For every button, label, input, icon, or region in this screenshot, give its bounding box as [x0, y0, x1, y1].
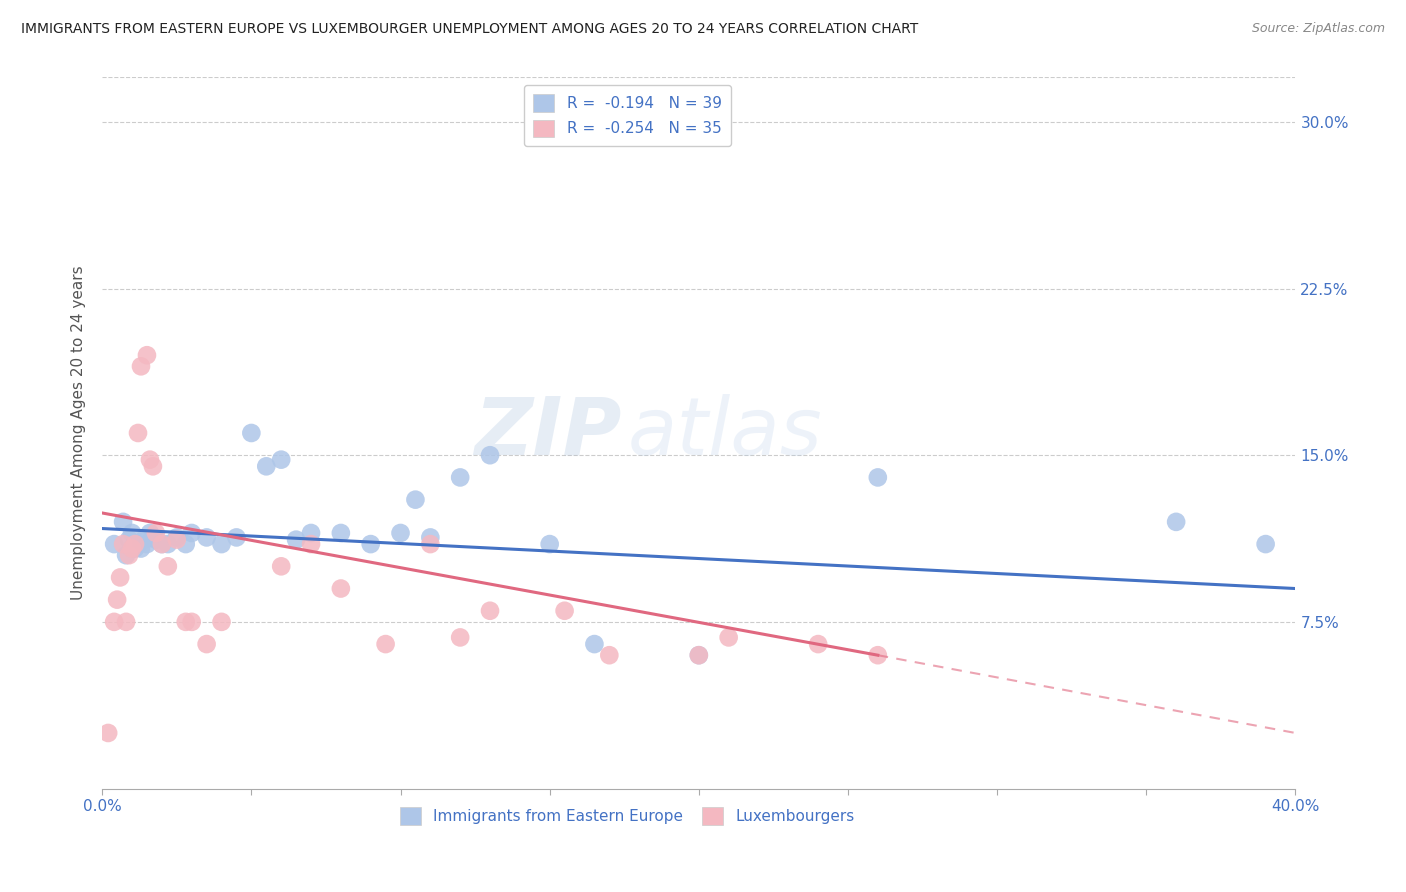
Point: [166, 533, 188, 547]
Point: [299, 526, 322, 541]
Point: [124, 541, 146, 556]
Point: [180, 615, 202, 629]
Point: [115, 548, 138, 562]
Point: [598, 648, 620, 663]
Point: [270, 452, 292, 467]
Point: [127, 537, 149, 551]
Point: [174, 537, 197, 551]
Point: [374, 637, 396, 651]
Point: [866, 648, 889, 663]
Point: [180, 526, 202, 541]
Point: [129, 359, 152, 374]
Point: [419, 530, 441, 544]
Point: [118, 548, 141, 562]
Point: [108, 570, 131, 584]
Point: [329, 526, 352, 541]
Text: atlas: atlas: [627, 394, 823, 472]
Point: [389, 526, 412, 541]
Point: [112, 537, 135, 551]
Point: [270, 559, 292, 574]
Point: [211, 537, 233, 551]
Point: [156, 537, 179, 551]
Text: IMMIGRANTS FROM EASTERN EUROPE VS LUXEMBOURGER UNEMPLOYMENT AMONG AGES 20 TO 24 : IMMIGRANTS FROM EASTERN EUROPE VS LUXEMB…: [21, 22, 918, 37]
Point: [195, 637, 218, 651]
Point: [150, 537, 173, 551]
Point: [688, 648, 710, 663]
Point: [1254, 537, 1277, 551]
Text: Source: ZipAtlas.com: Source: ZipAtlas.com: [1251, 22, 1385, 36]
Point: [554, 604, 576, 618]
Point: [360, 537, 382, 551]
Point: [174, 615, 197, 629]
Point: [142, 530, 165, 544]
Point: [127, 425, 149, 440]
Point: [404, 492, 426, 507]
Point: [449, 631, 471, 645]
Y-axis label: Unemployment Among Ages 20 to 24 years: Unemployment Among Ages 20 to 24 years: [72, 266, 86, 600]
Point: [139, 452, 162, 467]
Point: [124, 537, 146, 551]
Point: [136, 348, 159, 362]
Legend: Immigrants from Eastern Europe, Luxembourgers: Immigrants from Eastern Europe, Luxembou…: [391, 798, 863, 834]
Point: [538, 537, 561, 551]
Point: [688, 648, 710, 663]
Point: [240, 425, 263, 440]
Point: [717, 631, 740, 645]
Point: [112, 515, 135, 529]
Point: [479, 448, 502, 462]
Point: [866, 470, 889, 484]
Point: [136, 537, 159, 551]
Point: [285, 533, 308, 547]
Point: [145, 526, 167, 541]
Point: [142, 459, 165, 474]
Text: ZIP: ZIP: [474, 394, 621, 472]
Point: [129, 541, 152, 556]
Point: [121, 541, 143, 556]
Point: [121, 526, 143, 541]
Point: [479, 604, 502, 618]
Point: [195, 530, 218, 544]
Point: [1166, 515, 1188, 529]
Point: [299, 537, 322, 551]
Point: [118, 533, 141, 547]
Point: [225, 530, 247, 544]
Point: [583, 637, 606, 651]
Point: [103, 537, 125, 551]
Point: [115, 615, 138, 629]
Point: [807, 637, 830, 651]
Point: [150, 537, 173, 551]
Point: [145, 533, 167, 547]
Point: [419, 537, 441, 551]
Point: [139, 526, 162, 541]
Point: [166, 530, 188, 544]
Point: [156, 559, 179, 574]
Point: [132, 533, 155, 547]
Point: [97, 726, 120, 740]
Point: [103, 615, 125, 629]
Point: [105, 592, 128, 607]
Point: [449, 470, 471, 484]
Point: [329, 582, 352, 596]
Point: [211, 615, 233, 629]
Point: [254, 459, 277, 474]
